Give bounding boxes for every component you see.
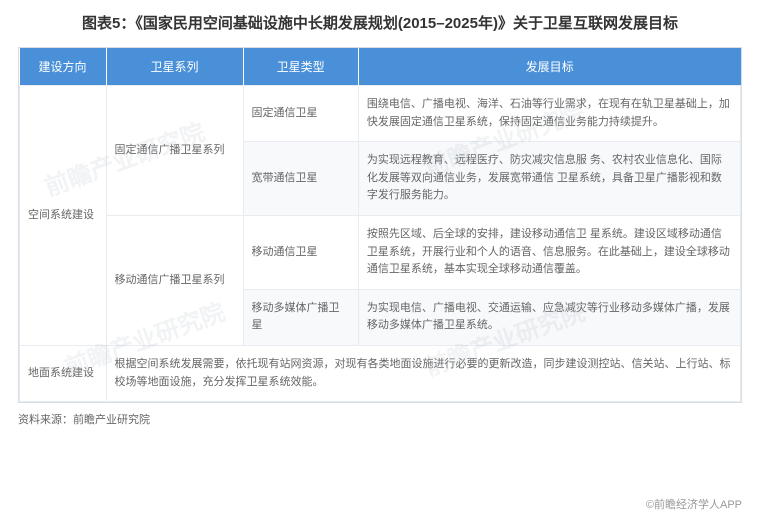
brand-text: ©前瞻经济学人APP	[646, 496, 742, 512]
table-row: 地面系统建设 根据空间系统发展需要，依托现有站网资源，对现有各类地面设施进行必要…	[20, 345, 741, 401]
header-goal: 发展目标	[358, 48, 740, 86]
data-table: 建设方向 卫星系列 卫星类型 发展目标 空间系统建设 固定通信广播卫星系列 固定…	[18, 47, 742, 403]
cell-goal: 为实现远程教育、远程医疗、防灾减灾信息服 务、农村农业信息化、国际化发展等双向通…	[358, 142, 740, 216]
table-row: 空间系统建设 固定通信广播卫星系列 固定通信卫星 围绕电信、广播电视、海洋、石油…	[20, 86, 741, 142]
header-direction: 建设方向	[20, 48, 107, 86]
cell-goal: 按照先区域、后全球的安排，建设移动通信卫 星系统。建设区域移动通信卫星系统，开展…	[358, 215, 740, 289]
table-row: 移动通信广播卫星系列 移动通信卫星 按照先区域、后全球的安排，建设移动通信卫 星…	[20, 215, 741, 289]
header-type: 卫星类型	[243, 48, 358, 86]
cell-type: 固定通信卫星	[243, 86, 358, 142]
cell-type: 移动通信卫星	[243, 215, 358, 289]
cell-series: 移动通信广播卫星系列	[106, 215, 243, 345]
cell-goal: 为实现电信、广播电视、交通运输、应急减灾等行业移动多媒体广播，发展移动多媒体广播…	[358, 289, 740, 345]
cell-type: 移动多媒体广播卫星	[243, 289, 358, 345]
cell-series: 固定通信广播卫星系列	[106, 86, 243, 216]
cell-direction: 地面系统建设	[20, 345, 107, 401]
chart-title: 图表5：《国家民用空间基础设施中长期发展规划(2015–2025年)》关于卫星互…	[18, 12, 742, 33]
cell-goal: 围绕电信、广播电视、海洋、石油等行业需求，在现有在轨卫星基础上，加快发展固定通信…	[358, 86, 740, 142]
cell-type: 宽带通信卫星	[243, 142, 358, 216]
header-series: 卫星系列	[106, 48, 243, 86]
source-text: 资料来源：前瞻产业研究院	[18, 411, 742, 427]
cell-direction: 空间系统建设	[20, 86, 107, 346]
cell-goal: 根据空间系统发展需要，依托现有站网资源，对现有各类地面设施进行必要的更新改造，同…	[106, 345, 740, 401]
table-header-row: 建设方向 卫星系列 卫星类型 发展目标	[20, 48, 741, 86]
